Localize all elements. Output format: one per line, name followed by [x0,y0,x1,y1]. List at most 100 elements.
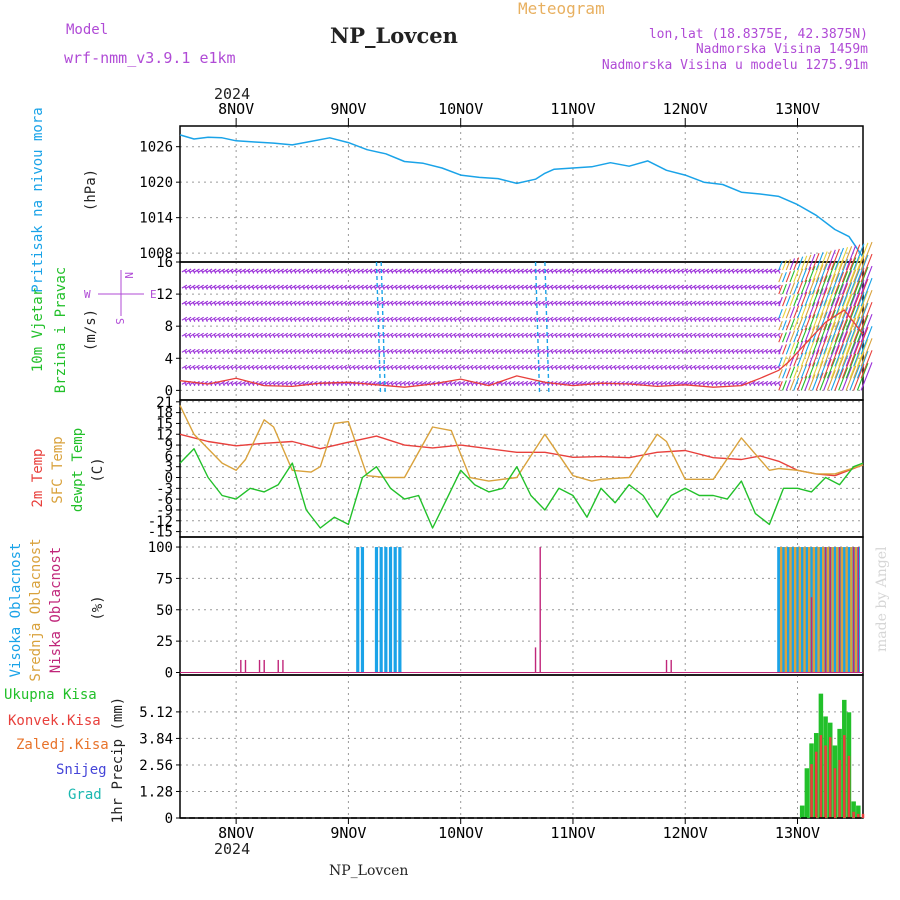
wind-fan-barb [782,284,787,295]
precip-conv-bar [814,751,818,818]
temp-tick-label-9: 12 [156,427,173,443]
precip-conv-bar [857,813,860,818]
day-label-bottom-4: 12NOV [663,824,708,842]
wind-fan-barb [849,364,861,391]
wind-fan-barb [778,272,783,283]
wind-fan-barb [834,356,844,379]
cloud-tick-label-4: 100 [148,540,173,556]
model-name: wrf-nmm_v3.9.1 e1km [64,49,236,67]
precip-conv-bar [847,755,851,818]
wind-fan-barb [782,356,787,367]
wind-fan-barb [778,308,783,319]
wind-fan-barb [796,304,804,319]
precip-tick-label-4: 5.12 [139,705,173,721]
wind-fan-barb [838,319,849,343]
cloud-tick-label-2: 50 [156,603,173,619]
cloud-high-bar [786,547,790,673]
wind-fan-barb [815,372,824,391]
wind-fan-barb [789,270,796,283]
wind-fan-barb [819,347,828,367]
day-label-bottom-0: 8NOV [218,824,254,842]
wind-fan-barb [815,300,824,319]
wind-fan-barb [785,379,791,391]
wind-fan-barb [793,281,800,295]
temp-tick-label-2: -9 [156,503,173,519]
temp-tick-label-4: -3 [156,481,173,497]
cloud-high-bar [356,547,360,673]
wind-fan-barb [811,289,820,307]
wind-fan-barb [811,277,820,295]
wind-fan-barb [853,339,865,367]
wind-fan-barb [860,265,873,295]
wind-fan-barb [804,314,812,331]
wind-fan-barb [785,343,791,355]
wind-fan-barb [838,307,849,331]
pressure-tick-label-2: 1020 [139,175,173,191]
cloud-high-bar [374,547,379,673]
cloud-high-bar [388,547,393,673]
cloud-mid-bar [831,547,834,673]
wind-fan-barb [823,346,832,367]
wind-fan-barb [826,309,836,331]
wind-fan-barb [823,334,832,355]
wind-fan-barb [815,348,824,367]
wind-fan-barb [849,244,861,271]
precip-conv-bar [843,735,846,818]
wind-fan-barb [811,373,820,391]
wind-fan-barb [826,249,836,271]
wind-tick-label-3: 12 [156,287,173,303]
plot-area: 10081014102010260481216-15-12-9-6-303691… [139,100,873,842]
wind-fan-barb [785,259,791,271]
compass-rose: N S W E [84,270,157,325]
wind-fan-barb [830,272,840,295]
wind-fan-barb [856,266,869,295]
wind-fan-barb [782,296,787,307]
cloud-low-bar [258,659,261,673]
wind-fan-barb [796,352,804,367]
cloud-high-bar [384,547,388,673]
day-label-bottom-2: 10NOV [438,824,483,842]
precip-tick-label-2: 2.56 [139,758,173,774]
precip-conv-bar [810,764,813,818]
wind-fan-barb [796,376,804,391]
wind-fan-barb [841,330,853,355]
wind-fan-barb [796,292,804,307]
cloud-mid-bar [826,547,830,673]
wind-fan-barb [808,350,816,367]
dewpoint-line [179,448,864,529]
precip-conv-label: Konvek.Kisa [8,713,101,729]
cloud-low-bar [263,659,265,673]
wind-fan-barb [853,303,865,331]
precip-conv-bar [833,768,837,818]
wind-barb-row-4 [181,316,781,322]
wind-fan-barb [856,314,869,343]
wind-fan-barb [778,381,783,391]
wind-fan-barb [800,327,808,343]
wind-fan-barb [841,270,853,295]
cloud-high-bar [777,547,781,673]
wind-fan-barb [834,332,844,355]
wind-fan-barb [838,355,849,379]
wind-barb-row-2 [181,348,781,355]
wind-fan-barb [800,315,808,331]
wind-fan-barb [819,359,828,379]
wind-fan-barb [815,276,824,295]
cloud-mid-bar [798,547,802,673]
wind-shift-1 [380,261,386,394]
wind-fan-barb [808,302,816,319]
pressure-label: Pritisak na nivou mora [30,107,46,292]
wind-fan-barb [789,378,796,391]
wind-fan-barb [845,341,857,367]
wind-fan-barb [815,252,824,271]
cloud-mid-bar [822,547,825,673]
wind-fan-barb [856,338,869,367]
wind-fan-barb [819,287,828,307]
wind-fan-barb [845,269,857,295]
wind-speed-line [179,309,864,388]
pressure-tick-label-0: 1008 [139,246,173,262]
wind-fan-barb [811,265,820,283]
wind-fan-barb [856,350,869,379]
wind-fan-barb [819,323,828,343]
cloud-high-bar [833,547,837,673]
wind-fan-barb [834,283,844,307]
